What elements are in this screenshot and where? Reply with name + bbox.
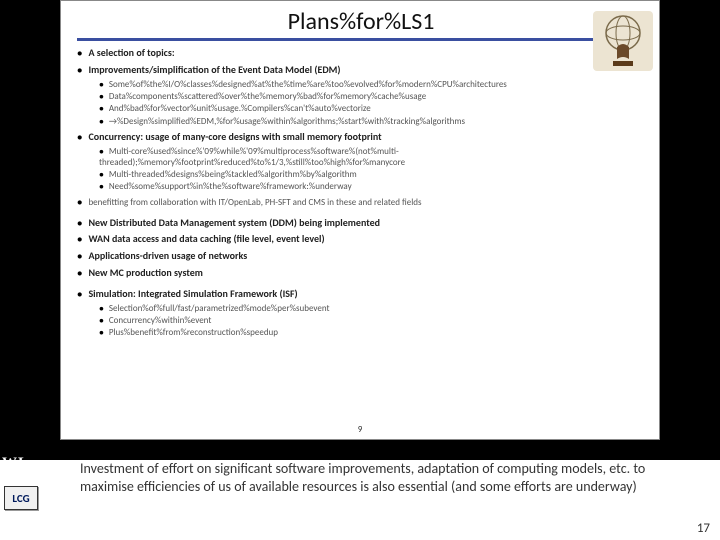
inner-page-number: 9	[61, 424, 659, 435]
bullet-l0: Concurrency: usage of many-core designs …	[88, 130, 381, 143]
bullet-l0: A selection of topics:	[88, 46, 174, 59]
title-underline	[77, 38, 645, 41]
bullet-l1: Concurrency%within%event	[99, 315, 645, 326]
lcg-badge-icon: LCG	[4, 486, 38, 510]
slide-body: A selection of topics: Improvements/simp…	[77, 47, 645, 339]
atlas-logo-icon	[593, 11, 653, 71]
bullet-l1: Multi-core%used%since%'09%while%'09%mult…	[99, 146, 645, 169]
outer-page-number: 17	[697, 521, 710, 536]
bullet-l1: Plus%benefit%from%reconstruction%speedup	[99, 327, 645, 338]
bullet-l1: Some%of%the%I/O%classes%designed%at%the%…	[99, 79, 645, 90]
slide-caption: Investment of effort on significant soft…	[80, 460, 660, 495]
bullet-l1: And%bad%for%vector%unit%usage.%Compilers…	[99, 103, 645, 114]
bullet-l0: benefitting from collaboration with IT/O…	[88, 197, 421, 208]
bullet-l1: Need%some%support%in%the%software%framew…	[99, 181, 645, 192]
bullet-l0: New MC production system	[88, 266, 202, 279]
bullet-l1: Data%components%scattered%over%the%memor…	[99, 91, 645, 102]
bullet-l0: Applications-driven usage of networks	[88, 249, 247, 262]
bullet-l0: WAN data access and data caching (file l…	[88, 232, 324, 245]
embedded-slide: Plans%for%LS1 A selection of topics: Imp…	[60, 0, 660, 440]
bullet-l0: Improvements/simplification of the Event…	[88, 63, 340, 76]
bullet-l0: New Distributed Data Management system (…	[88, 216, 380, 229]
bullet-l0: Simulation: Integrated Simulation Framew…	[88, 287, 297, 300]
slide-title: Plans%for%LS1	[77, 7, 645, 38]
bullet-l1: Multi-threaded%designs%being%tackled%alg…	[99, 169, 645, 180]
bullet-l1: →%Design%simplified%EDM,%for%usage%withi…	[99, 116, 645, 127]
caption-area: Investment of effort on significant soft…	[0, 460, 720, 540]
bullet-l1: Selection%of%full/fast/parametrized%mode…	[99, 303, 645, 314]
